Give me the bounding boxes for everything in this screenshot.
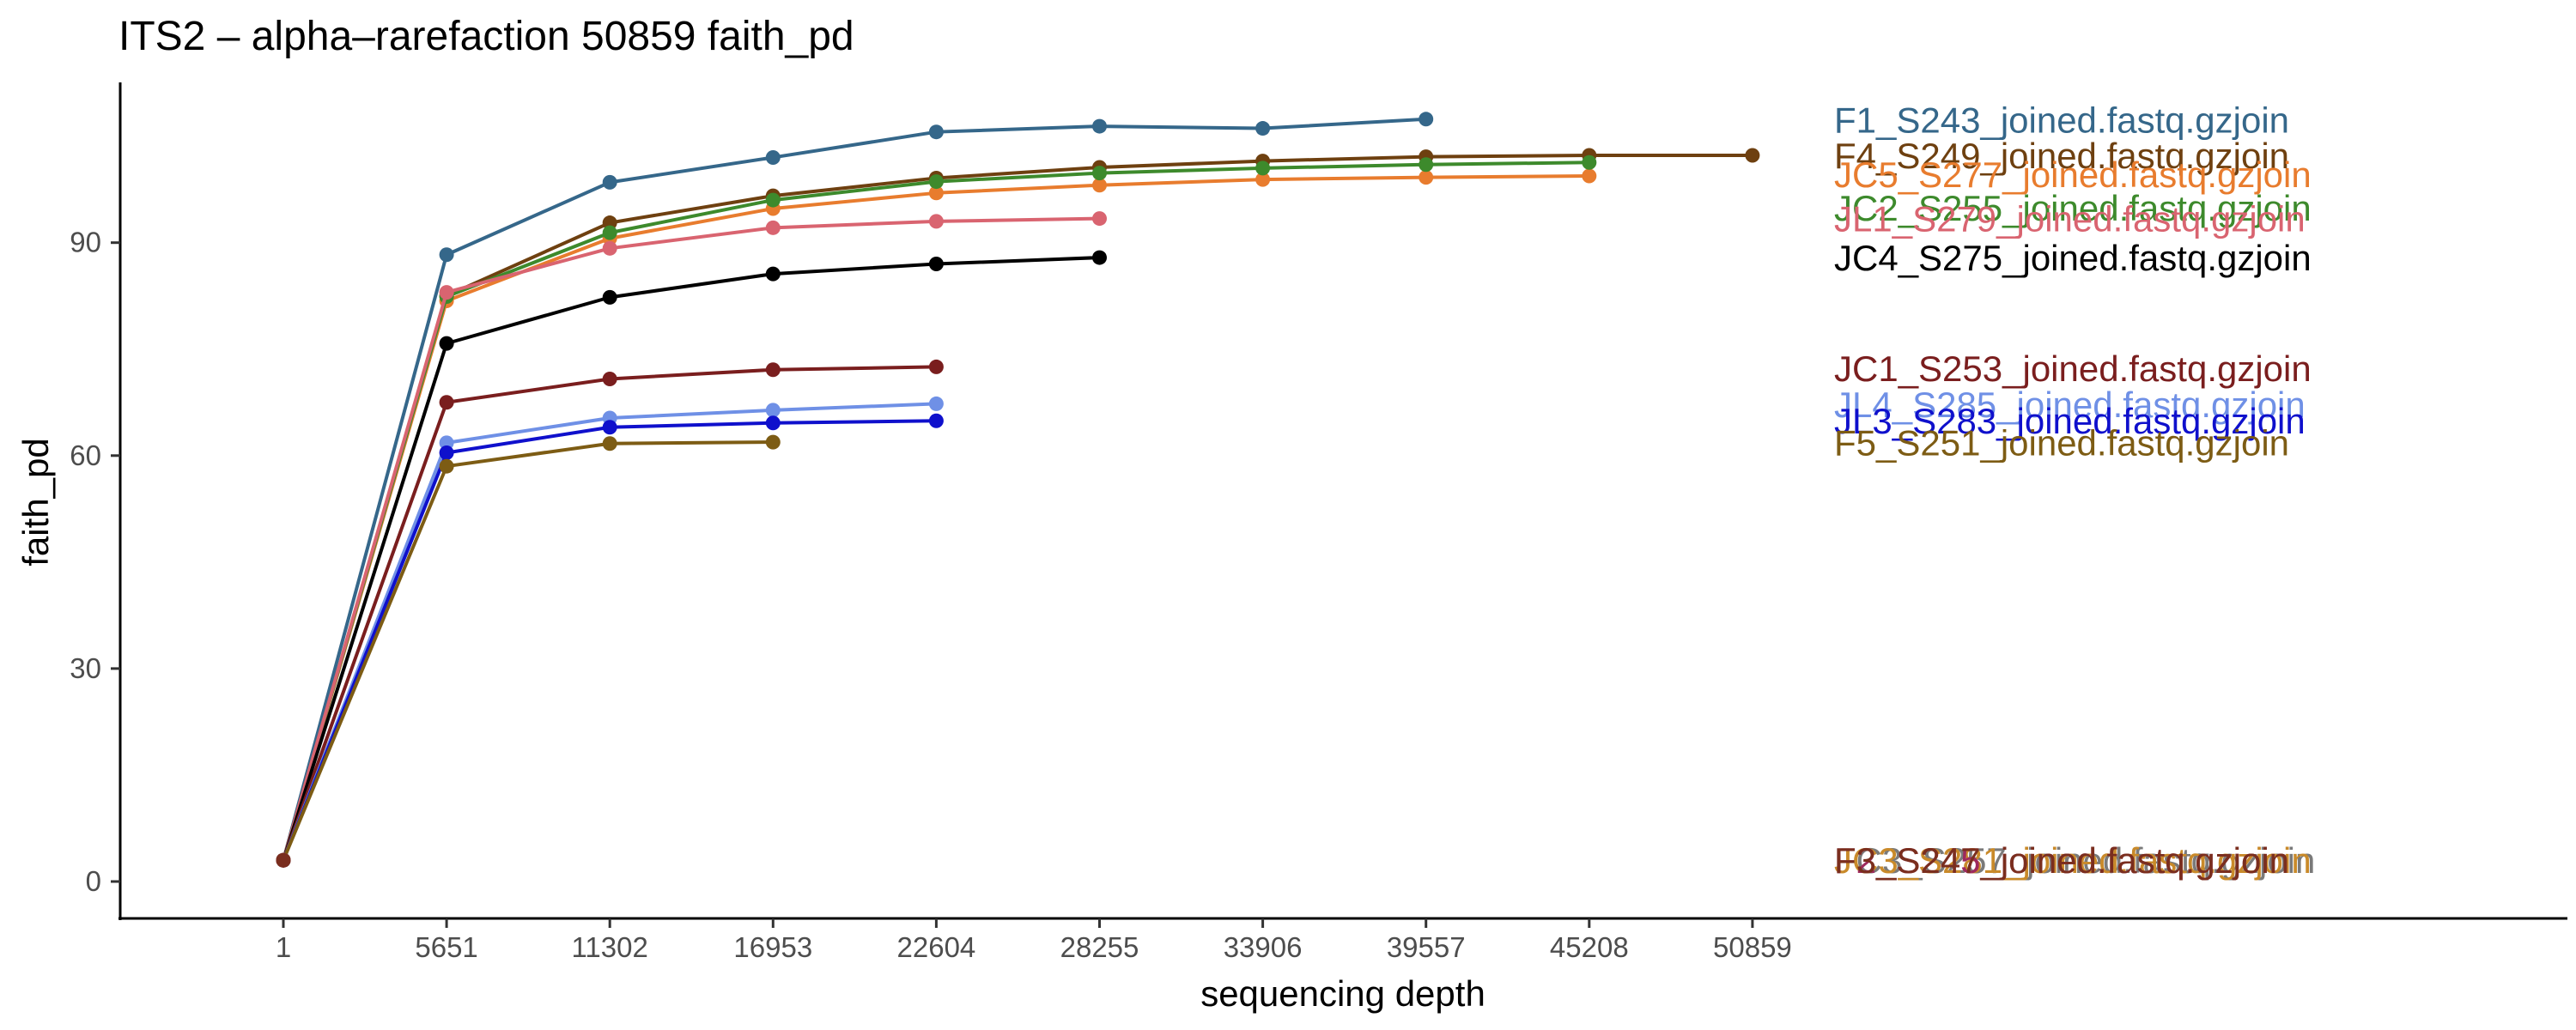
x-tick-label: 22604 [897,931,976,963]
x-tick-label: 1 [276,931,291,963]
series-end-labels: F1_S243_joined.fastq.gzjoinF4_S249_joine… [1834,100,2315,881]
data-point [765,149,781,165]
series-end-label: F4_S249_joined.fastq.gzjoin [1834,136,2289,176]
x-tick-label: 39557 [1387,931,1466,963]
x-tick-label: 16953 [733,931,812,963]
series-end-label: F1_S243_joined.fastq.gzjoin [1834,100,2289,140]
series-end-label: JL1_S279_joined.fastq.gzjoin [1834,198,2306,239]
data-point [1745,148,1760,163]
x-tick-label: 28255 [1060,931,1139,963]
data-point [1419,170,1434,185]
data-point [928,359,944,374]
y-axis-ticks: 0 30 60 90 [70,227,120,897]
series-line [282,117,1426,861]
series-end-label: JL3_S283_joined.fastq.gzjoin [1834,401,2306,441]
data-point [439,247,454,263]
data-point [1582,154,1597,170]
series-end-label: JC3_S281_joined.fastq.gzjoin [1834,840,2312,881]
y-axis-title: faith_pd [15,438,56,566]
y-tick-label: 0 [86,865,101,897]
data-point [1092,178,1107,193]
data-point [765,434,781,450]
data-point [928,257,944,272]
series-line [282,256,1100,861]
series-7 [276,359,944,868]
data-point [1419,157,1434,173]
series-line [282,419,937,861]
data-point [1092,211,1107,227]
data-point [1255,121,1271,136]
series-end-label: F3_S247_joined.fastq.gzjoin [1834,840,2289,881]
x-tick-label: 33906 [1224,931,1303,963]
data-point [765,266,781,282]
series-line [282,402,937,861]
data-point [439,445,454,460]
series-10 [276,434,781,868]
x-axis-title: sequencing depth [1200,973,1485,1014]
y-tick-label: 30 [70,652,101,684]
data-point [765,403,781,418]
x-tick-label: 50859 [1713,931,1792,963]
data-point [1255,172,1271,187]
data-point [765,415,781,431]
series-line [282,440,774,861]
data-point [602,289,617,305]
x-tick-label: 45208 [1550,931,1629,963]
data-point [928,396,944,411]
data-point [439,336,454,351]
data-point [765,362,781,378]
data-point [765,192,781,208]
data-point [602,420,617,435]
y-tick-label: 90 [70,227,101,258]
data-point [1092,166,1107,181]
data-point [1255,161,1271,176]
x-tick-label: 5651 [415,931,477,963]
data-point [765,220,781,235]
chart-title: ITS2 – alpha–rarefaction 50859 faith_pd [118,14,854,59]
data-point [1092,118,1107,134]
series-end-label: JL4_S285_joined.fastq.gzjoin [1834,385,2306,425]
data-point [602,436,617,451]
data-point [276,852,291,868]
data-point [1092,250,1107,265]
series-end-label: JC5_S277_joined.fastq.gzjoin [1834,154,2312,195]
x-tick-label: 11302 [572,931,648,963]
series-5 [276,211,1107,868]
y-tick-label: 60 [70,439,101,471]
data-point [1582,168,1597,184]
data-point [602,225,617,240]
data-point [928,413,944,428]
series-3 [276,168,1597,868]
series-lines [276,112,1760,868]
x-axis-ticks: 1 5651 11302 16953 22604 28255 33906 39557 45208… [276,918,1792,963]
series-line [282,216,1100,861]
series-end-label: FC3_S257_joined.fastq.gzjoin [1834,840,2315,881]
data-point [439,458,454,474]
data-point [1419,112,1434,127]
data-point [602,174,617,190]
data-point [928,174,944,190]
data-point [928,124,944,140]
data-point [928,185,944,201]
series-end-label: F5_S251_joined.fastq.gzjoin [1834,423,2289,464]
data-point [439,285,454,300]
data-point [602,371,617,386]
data-point [439,395,454,410]
series-14 [276,852,291,868]
series-line [282,153,1753,861]
series-line [282,173,1589,861]
series-end-label: F2_S245_joined.fastq.gzjoin [1834,840,2289,881]
series-end-label: JC2_S255_joined.fastq.gzjoin [1834,188,2312,228]
series-end-label: JC4_S275_joined.fastq.gzjoin [1834,238,2312,278]
data-point [928,214,944,229]
series-end-label: JC1_S253_joined.fastq.gzjoin [1834,348,2312,389]
data-point [602,240,617,256]
series-2 [276,148,1760,868]
